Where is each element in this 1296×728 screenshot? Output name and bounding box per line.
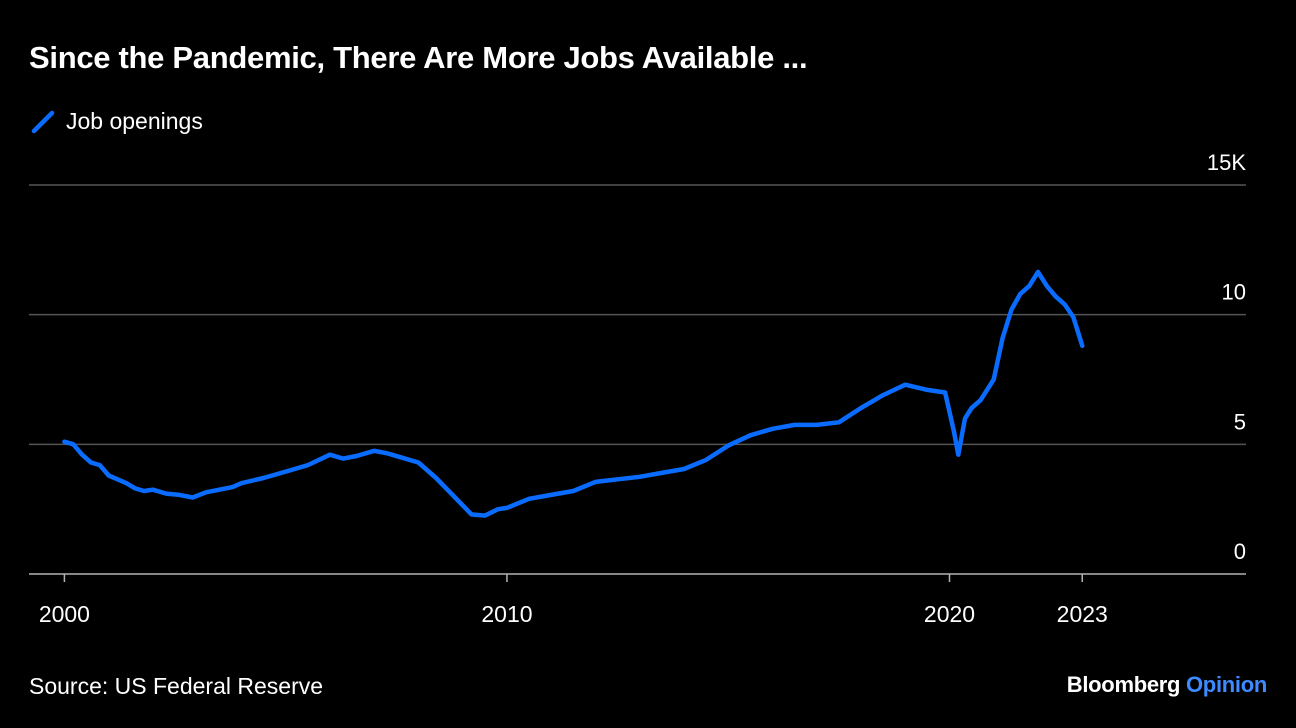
y-tick-label: 15K (1207, 150, 1246, 175)
legend-label: Job openings (66, 108, 203, 134)
series-line-job-openings (62, 269, 1085, 518)
x-tick-label: 2010 (481, 601, 532, 627)
brand-suffix: Opinion (1186, 672, 1267, 697)
x-tick-label: 2020 (924, 601, 975, 627)
brand-logo: Bloomberg Opinion (1066, 672, 1268, 698)
source-note: Source: US Federal Reserve (29, 673, 324, 699)
legend: Job openings (31, 108, 203, 135)
y-tick-label: 0 (1234, 539, 1246, 564)
chart-title: Since the Pandemic, There Are More Jobs … (29, 40, 808, 75)
x-tick-label: 2000 (39, 601, 90, 627)
y-tick-label: 10 (1222, 280, 1246, 305)
legend-swatch (31, 110, 55, 133)
y-tick-label: 5 (1234, 409, 1246, 434)
brand-name: Bloomberg (1066, 672, 1181, 697)
x-tick-label: 2023 (1057, 601, 1108, 627)
